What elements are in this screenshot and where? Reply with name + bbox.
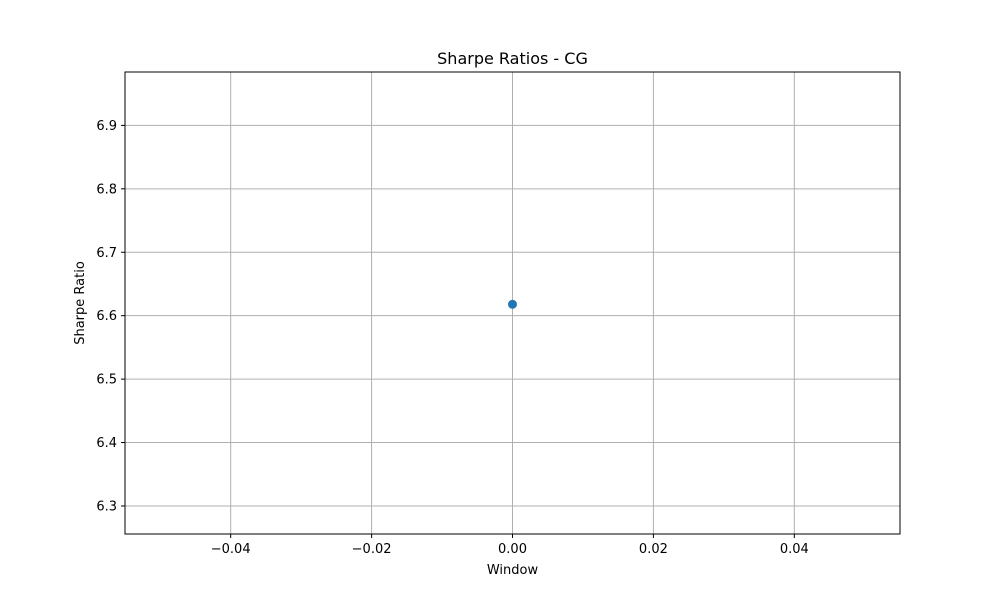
y-tick-label: 6.9	[96, 119, 117, 134]
x-axis-label: Window	[487, 563, 539, 578]
chart-title: Sharpe Ratios - CG	[437, 49, 588, 68]
y-tick-label: 6.7	[96, 246, 117, 261]
data-point	[508, 299, 517, 309]
grid	[125, 72, 900, 534]
y-tick-label: 6.6	[96, 309, 117, 324]
y-tick-label: 6.4	[96, 436, 117, 451]
y-tick-label: 6.3	[96, 499, 117, 514]
y-tick-label: 6.8	[96, 182, 117, 197]
x-tick-label: 0.02	[639, 542, 668, 557]
data-points	[508, 299, 517, 309]
y-tick-label: 6.5	[96, 373, 117, 388]
y-axis-ticks: 6.3 6.4 6.5 6.6 6.7 6.8 6.9	[96, 119, 125, 514]
x-tick-label: 0.04	[780, 542, 809, 557]
x-axis-ticks: −0.04 −0.02 0.00 0.02 0.04	[211, 534, 809, 557]
y-axis-label: Sharpe Ratio	[73, 261, 88, 345]
x-tick-label: −0.02	[352, 542, 392, 557]
x-tick-label: −0.04	[211, 542, 251, 557]
x-tick-label: 0.00	[498, 542, 527, 557]
